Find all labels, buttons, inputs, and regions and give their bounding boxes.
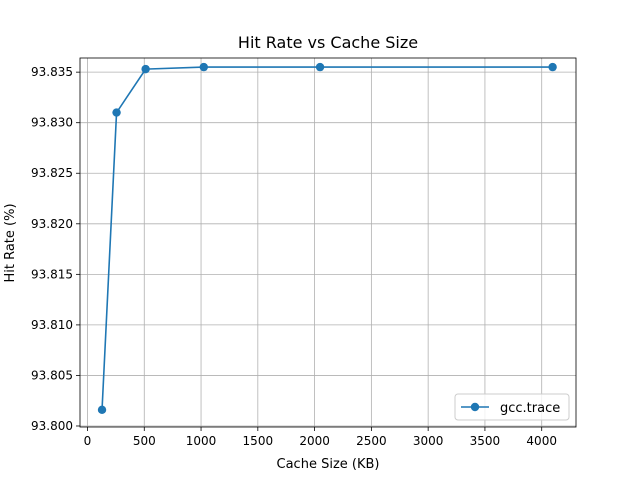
x-tick-label: 2500 <box>356 434 387 448</box>
y-axis-label: Hit Rate (%) <box>3 203 18 282</box>
y-tick-label: 93.805 <box>31 368 73 382</box>
x-tick-label: 3500 <box>470 434 501 448</box>
data-point <box>199 62 208 72</box>
data-point <box>548 62 557 72</box>
y-tick-label: 93.835 <box>31 65 73 79</box>
x-tick-label: 500 <box>133 434 156 448</box>
chart-title: Hit Rate vs Cache Size <box>238 33 418 52</box>
y-tick-label: 93.830 <box>31 116 73 130</box>
grid <box>80 58 576 427</box>
legend-marker <box>470 402 480 412</box>
x-tick-label: 2000 <box>299 434 330 448</box>
data-point <box>112 108 121 117</box>
series-line <box>101 66 553 410</box>
x-tick-label: 3000 <box>413 434 444 448</box>
series-layer <box>97 62 557 415</box>
data-point <box>315 62 325 72</box>
x-tick-label: 1500 <box>243 434 274 448</box>
x-tick-label: 4000 <box>526 434 557 448</box>
y-tick-label: 93.825 <box>31 166 73 180</box>
legend-frame <box>454 393 570 421</box>
x-axis-label: Cache Size (KB) <box>277 457 380 472</box>
legend: gcc.trace <box>454 393 570 421</box>
x-tick-label: 1000 <box>186 434 217 448</box>
data-point <box>97 405 107 415</box>
data-point <box>141 64 150 74</box>
legend-label: gcc.trace <box>500 401 560 416</box>
y-tick-label: 93.820 <box>31 217 73 231</box>
plot-frame <box>79 57 577 428</box>
y-tick-label: 93.810 <box>31 318 73 332</box>
x-tick-label: 0 <box>84 434 92 448</box>
y-tick-label: 93.800 <box>31 419 73 433</box>
y-tick-label: 93.815 <box>31 267 73 281</box>
axes: 0 500 1000 1500 2000 2500 3000 3500 4000 93.800 93… <box>31 57 577 448</box>
